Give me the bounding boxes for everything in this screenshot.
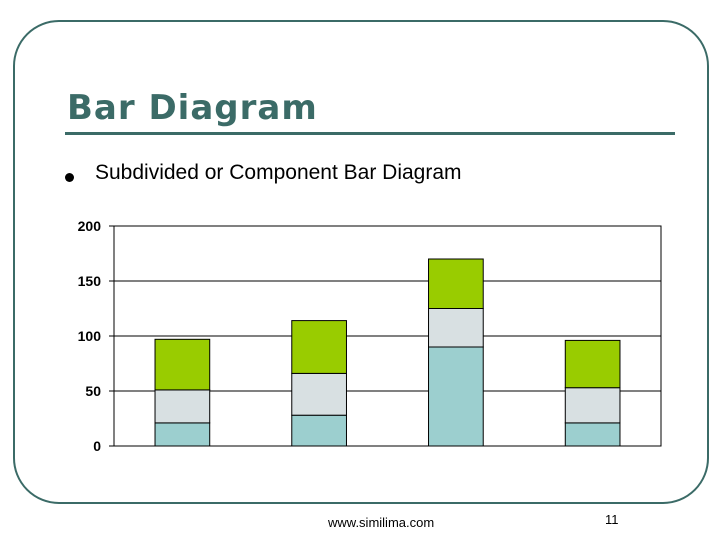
page-number: 11 (605, 512, 619, 527)
y-tick-label: 100 (78, 328, 102, 344)
bar-segment-bottom (428, 346, 484, 447)
bar-segment-top (154, 338, 211, 391)
bar-segment-bottom (154, 422, 211, 447)
bullet-icon (65, 173, 74, 182)
bar-segment-middle (428, 308, 484, 348)
y-axis-ticks: 0 50 100 150 200 (78, 218, 114, 454)
y-tick-label: 50 (85, 383, 101, 399)
bar-segment-middle (154, 389, 211, 424)
bar-segment-middle (291, 372, 347, 416)
bars (154, 258, 621, 447)
title-underline (65, 132, 675, 135)
y-tick-label: 200 (78, 218, 102, 234)
bar-segment-top (428, 258, 484, 309)
bar-segment-middle (564, 387, 621, 424)
bar-segment-bottom (291, 414, 347, 447)
bar-segment-top (291, 320, 347, 374)
bar-segment-bottom (564, 422, 621, 447)
footer-url: www.similima.com (328, 515, 435, 530)
slide-title: Bar Diagram (67, 88, 318, 128)
y-tick-label: 0 (93, 438, 101, 454)
bar-segment-top (564, 339, 621, 389)
slide-frame (13, 20, 709, 504)
bullet-text: Subdivided or Component Bar Diagram (95, 161, 462, 184)
y-tick-label: 150 (78, 273, 102, 289)
